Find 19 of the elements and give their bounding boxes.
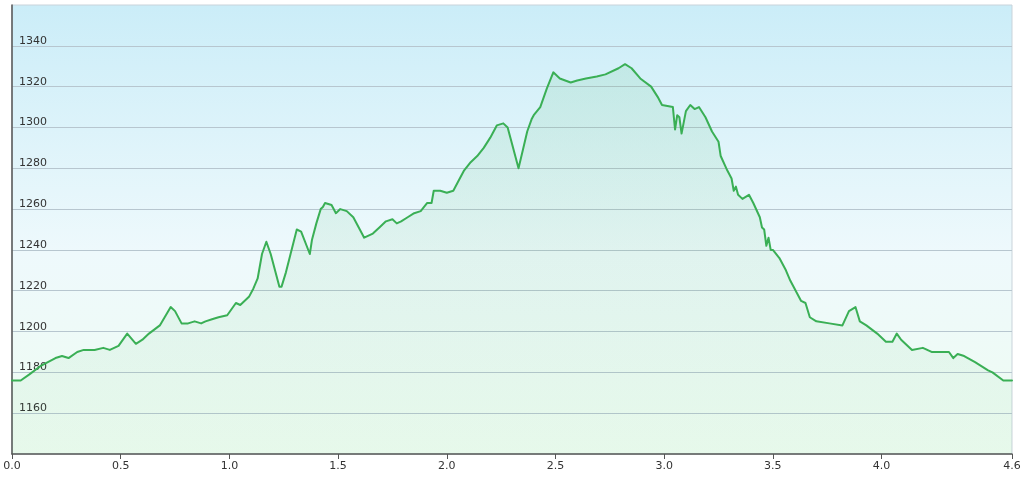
x-tick-label: 1.0	[220, 459, 239, 472]
x-tick-label: 2.0	[438, 459, 456, 472]
y-tick-label: 1160	[19, 401, 47, 415]
y-tick-label: 1240	[19, 237, 47, 251]
y-tick-label: 1220	[19, 278, 47, 292]
y-tick-label: 1280	[19, 156, 47, 170]
y-tick-label: 1200	[19, 319, 47, 333]
x-tick-label: 1.5	[329, 459, 347, 472]
x-tick-label: 4.6	[1003, 459, 1021, 472]
y-tick-label: 1300	[19, 115, 47, 129]
y-tick-label: 1340	[19, 33, 47, 47]
x-tick-label: 0.5	[111, 459, 130, 472]
x-tick-label: 3.5	[764, 459, 782, 472]
x-tick-label: 0.0	[3, 459, 21, 472]
y-tick-label: 1260	[19, 197, 47, 211]
x-tick-label: 4.0	[872, 459, 891, 472]
x-tick-label: 3.0	[655, 459, 673, 472]
y-tick-label: 1320	[19, 74, 47, 88]
x-tick-label: 2.5	[546, 459, 565, 472]
